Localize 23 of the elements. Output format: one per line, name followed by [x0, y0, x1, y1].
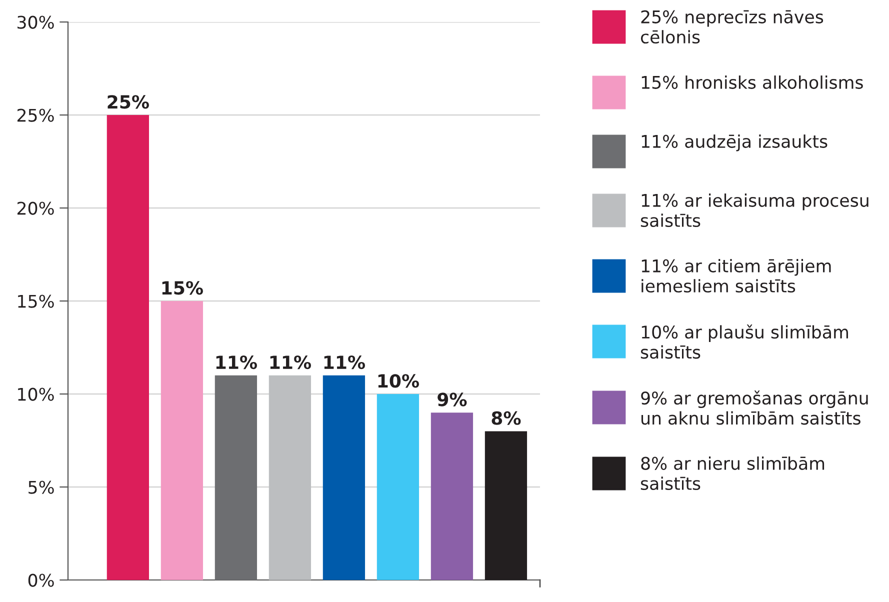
legend-label: 9% ar gremošanas orgānu un aknu slimībām saistīts [641, 390, 868, 425]
y-tick-label: 25% [17, 108, 54, 122]
legend-label: 15% hronisks alkoholisms [642, 76, 863, 89]
y-tick-label: 5% [28, 480, 54, 494]
data-label: 8% [492, 411, 521, 425]
y-tick-label: 0% [28, 574, 54, 587]
legend-label: 11% audzēja izsaukts [642, 134, 828, 152]
y-tick-label: 30% [18, 16, 54, 29]
data-label: 10% [378, 374, 419, 388]
data-label: 9% [438, 392, 467, 406]
data-label: 15% [162, 281, 203, 295]
legend-label: 8% ar nieru slimībām saistīts [640, 456, 824, 490]
y-tick-label: 10% [18, 388, 54, 401]
data-label: 11% [216, 355, 257, 370]
data-label: 11% [270, 355, 311, 370]
legend-label: 25% neprecīzs nāves cēlonis [640, 10, 824, 44]
y-tick-label: 20% [17, 202, 54, 215]
legend-label: 11% ar citiem ārējiem iemesliem saistīts [642, 259, 831, 293]
legend-label: 11% ar iekaisuma procesu saistīts [640, 194, 868, 228]
data-label: 25% [108, 95, 149, 109]
data-label: 11% [324, 355, 365, 370]
y-tick-label: 15% [18, 294, 54, 308]
legend-label: 10% ar plaušu slimībām saistīts [640, 324, 848, 359]
